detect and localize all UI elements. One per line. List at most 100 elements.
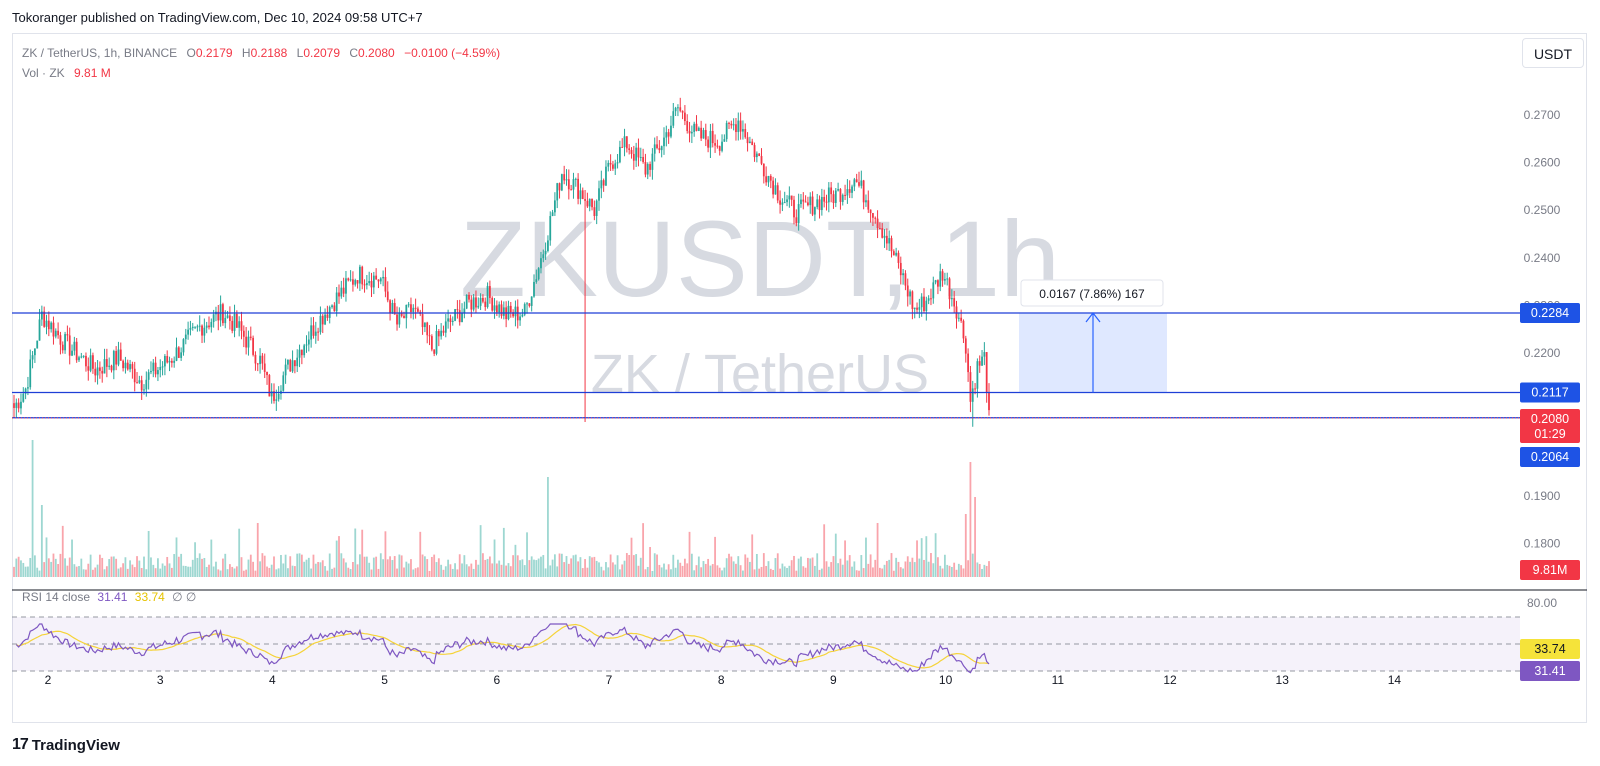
candle-body xyxy=(335,292,338,312)
candle-body xyxy=(827,187,830,203)
volume-bar xyxy=(704,563,707,577)
volume-bar xyxy=(231,566,234,577)
candle-body xyxy=(498,304,501,313)
candle-body xyxy=(786,199,788,203)
time-label: 4 xyxy=(269,673,276,687)
candle-body xyxy=(27,387,29,389)
line-badge-2: 0.2064 xyxy=(1531,450,1569,464)
candle-body xyxy=(974,388,976,390)
volume-bar xyxy=(839,558,842,577)
rsi-line xyxy=(15,623,990,674)
volume-bar xyxy=(173,554,176,577)
volume-badge: 9.81M xyxy=(1533,563,1568,577)
candle-body xyxy=(607,162,610,167)
volume-bar xyxy=(240,557,243,577)
price-tick-label: 0.1800 xyxy=(1524,536,1561,550)
candle-body xyxy=(145,379,148,390)
price-range-measure[interactable]: 0.0167 (7.86%) 167 xyxy=(1019,279,1167,393)
candle-body xyxy=(24,388,27,394)
time-axis[interactable]: 2 3 4 5 6 7 8 9 10 11 12 13 14 xyxy=(45,673,1402,687)
candle-body xyxy=(707,139,710,148)
volume-bar xyxy=(163,565,166,577)
candle-body xyxy=(793,199,795,218)
volume-bar xyxy=(386,559,389,577)
candle-body xyxy=(391,302,394,314)
candle-body xyxy=(644,162,647,175)
candle-body xyxy=(245,336,248,348)
candle-body xyxy=(832,194,835,203)
candle-body xyxy=(108,365,111,367)
volume-bar xyxy=(377,568,380,577)
rsi-legend[interactable]: RSI 14 close 31.41 33.74 ∅ ∅ xyxy=(22,590,196,604)
volume-bar xyxy=(468,566,470,577)
volume-bar xyxy=(75,566,78,577)
volume-bar xyxy=(117,568,120,577)
candle-body xyxy=(579,190,582,199)
candle-body xyxy=(161,366,164,368)
candle-body xyxy=(15,402,18,408)
volume-bar xyxy=(807,557,809,577)
candle-body xyxy=(377,279,380,282)
volume-bar xyxy=(681,565,684,577)
volume-bar xyxy=(36,567,39,577)
volume-bar xyxy=(607,567,610,577)
volume-bar xyxy=(47,558,50,577)
volume-bar xyxy=(249,554,252,577)
candle-body xyxy=(760,156,763,164)
volume-bar xyxy=(461,563,463,577)
volume-bar xyxy=(853,561,856,577)
candle-body xyxy=(658,148,661,151)
currency-button[interactable]: USDT xyxy=(1522,38,1584,68)
volume-bar xyxy=(194,542,196,577)
volume-bar xyxy=(772,569,775,577)
volume-bar xyxy=(33,555,36,577)
candle-body xyxy=(270,391,273,397)
candle-body xyxy=(927,298,930,301)
volume-bar xyxy=(208,564,210,577)
volume-bar xyxy=(591,557,593,577)
time-label: 8 xyxy=(718,673,725,687)
candle-body xyxy=(400,313,403,316)
candle-body xyxy=(212,314,215,322)
candle-body xyxy=(54,330,57,337)
volume-bar xyxy=(479,525,482,577)
symbol-title[interactable]: ZK / TetherUS, 1h, BINANCE xyxy=(22,46,178,60)
volume-bar xyxy=(890,553,893,577)
volume-bar xyxy=(737,556,740,577)
candle-body xyxy=(581,190,584,200)
candle-body xyxy=(834,190,837,203)
candle-body xyxy=(911,291,914,310)
volume-bar xyxy=(621,564,624,577)
candle-body xyxy=(259,355,261,365)
volume-bar xyxy=(934,533,937,577)
volume-bar xyxy=(347,567,350,577)
price-axis[interactable]: 0.27000.26000.25000.24000.23000.22000.19… xyxy=(1524,108,1561,550)
volume-bar xyxy=(175,537,178,577)
volume-bar xyxy=(87,563,90,577)
candle-body xyxy=(628,148,631,150)
candle-body xyxy=(783,202,786,204)
candle-body xyxy=(547,240,549,251)
volume-label[interactable]: Vol · ZK xyxy=(22,66,65,80)
candle-body xyxy=(600,180,603,189)
candle-body xyxy=(479,297,482,306)
volume-bar xyxy=(73,564,76,577)
candle-body xyxy=(651,153,654,170)
volume-bar xyxy=(238,528,241,577)
volume-bar xyxy=(723,567,726,577)
volume-bar xyxy=(233,568,236,577)
volume-bar xyxy=(844,540,846,577)
volume-bar xyxy=(974,497,976,577)
candle-body xyxy=(143,389,145,391)
volume-bar xyxy=(352,562,354,577)
candle-body xyxy=(68,335,71,356)
candle-body xyxy=(124,362,127,369)
volume-bar xyxy=(577,561,580,577)
footer-brand[interactable]: 17 TradingView xyxy=(12,736,120,754)
volume-bar xyxy=(166,556,169,577)
volume-bar xyxy=(20,560,22,577)
candle-body xyxy=(291,360,294,372)
time-label: 11 xyxy=(1052,673,1065,687)
volume-bar xyxy=(774,558,777,577)
